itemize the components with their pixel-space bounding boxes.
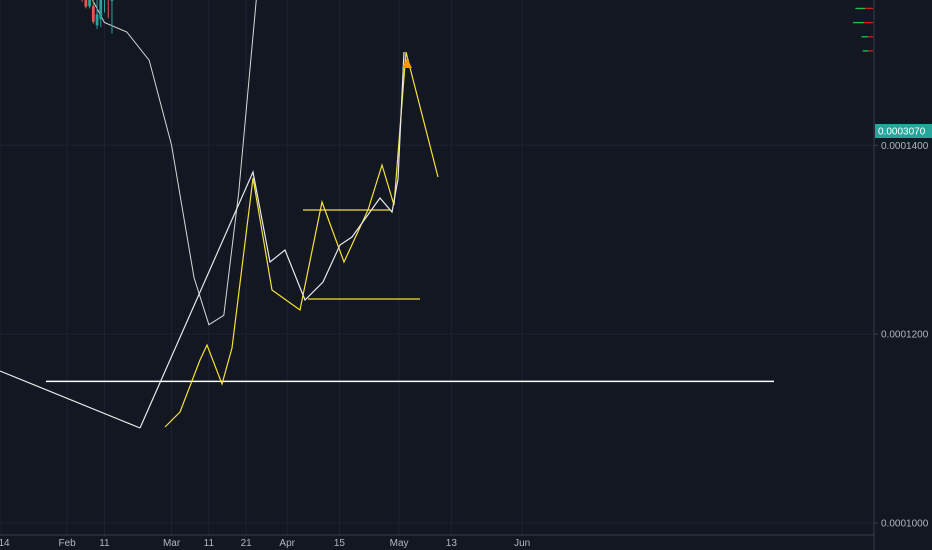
current-price-badge-bg <box>875 124 932 138</box>
candle-body <box>91 6 95 22</box>
axes <box>0 0 875 550</box>
time-tick-label: Feb <box>59 538 77 549</box>
time-tick-label: Jun <box>514 538 530 549</box>
time-tick-label: May <box>390 538 409 549</box>
price-axis-labels: 0.00010000.00012000.00014000.00016000.00… <box>874 141 929 530</box>
time-tick-label: 13 <box>446 538 458 549</box>
volume-bar-up <box>861 36 868 38</box>
horizontal-lines <box>46 380 774 383</box>
candle-body <box>110 0 114 1</box>
volume-bar-down <box>864 21 873 24</box>
candle-body <box>88 0 91 7</box>
pattern-zigzag-white <box>139 51 405 429</box>
time-tick-label: 14 <box>0 538 10 549</box>
bollinger-lower <box>91 0 257 326</box>
downtrend-line <box>0 370 141 429</box>
volume-bar-down <box>867 36 873 38</box>
current-price-label: 0.0003070 <box>878 127 926 138</box>
time-tick-label: Mar <box>163 538 181 549</box>
current-price-badge: 0.0003070 <box>875 124 932 138</box>
candle-body <box>99 0 103 20</box>
price-tick-label: 0.0001000 <box>881 519 929 530</box>
time-tick-label: 15 <box>334 538 346 549</box>
candles <box>81 0 114 34</box>
price-tick-label: 0.0001400 <box>881 141 929 152</box>
pattern-lines <box>0 51 439 429</box>
price-tick-label: 0.0001200 <box>881 330 929 341</box>
volume-bar-down <box>865 7 873 10</box>
volume-profile <box>853 7 873 52</box>
volume-bar-up <box>855 7 866 10</box>
time-tick-label: 11 <box>204 538 215 549</box>
bollinger-bands <box>91 0 257 326</box>
peak-marker <box>402 58 412 68</box>
volume-bar-down <box>868 50 873 52</box>
time-tick-label: 21 <box>241 538 253 549</box>
time-tick-label: 11 <box>99 538 110 549</box>
candle-body <box>84 0 88 7</box>
volume-bar-up <box>862 50 869 52</box>
volume-bar-up <box>853 21 865 24</box>
grid <box>0 0 874 535</box>
pattern-zigzag <box>164 51 439 428</box>
time-axis-labels: 14 Feb 11 Mar 11 21 Apr 15 May 13 Jun <box>0 538 530 549</box>
time-tick-label: Apr <box>279 538 295 549</box>
candle-body <box>95 14 99 26</box>
